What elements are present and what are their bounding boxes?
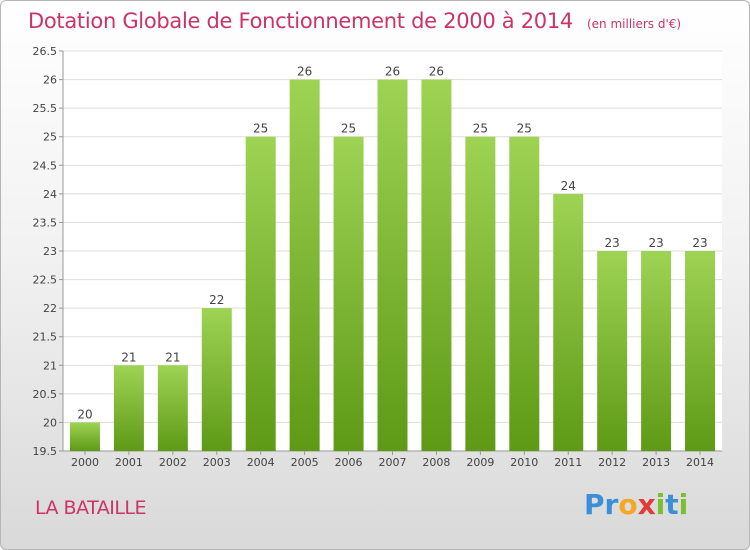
bar [641,251,672,451]
y-tick-label: 26.5 [33,45,58,58]
logo-letter: r [604,488,619,521]
bar [685,251,716,451]
bar [113,365,144,451]
bar-value-label: 21 [165,350,180,364]
bar-value-label: 23 [648,236,663,250]
bar-value-label: 26 [385,65,400,79]
bar-value-label: 24 [561,179,576,193]
bar [245,136,276,451]
proxiti-logo: Proxiti [584,488,688,521]
chart-title: Dotation Globale de Fonctionnement de 20… [28,9,681,33]
x-tick-label: 2007 [379,456,407,469]
logo-letter: o [618,488,638,521]
bar-value-label: 23 [692,236,707,250]
bar-value-label: 20 [77,407,92,421]
x-tick-label: 2010 [510,456,538,469]
y-tick-label: 22.5 [33,274,58,287]
x-tick-label: 2011 [554,456,582,469]
y-tick-label: 25.5 [33,102,58,115]
y-tick-label: 23 [43,245,57,258]
y-tick-label: 24.5 [33,159,58,172]
bar-value-label: 26 [297,65,312,79]
x-tick-label: 2002 [159,456,187,469]
bar-value-label: 26 [429,65,444,79]
bar [157,365,188,451]
bar-value-label: 22 [209,293,224,307]
commune-name: LA BATAILLE [35,497,147,519]
x-tick-label: 2008 [422,456,450,469]
bar-value-label: 25 [473,122,488,136]
x-tick-label: 2009 [466,456,494,469]
unit-label: (en milliers d'€) [586,17,682,31]
x-tick-label: 2001 [115,456,143,469]
bar [333,136,364,451]
title-text: Dotation Globale de Fonctionnement de 20… [28,9,573,33]
bar-value-label: 21 [121,350,136,364]
y-tick-label: 24 [43,188,57,201]
x-tick-label: 2000 [71,456,99,469]
bar [201,308,232,451]
x-tick-label: 2014 [686,456,714,469]
bar-value-label: 25 [253,122,268,136]
bar [597,251,628,451]
y-tick-label: 21 [43,359,57,372]
x-tick-label: 2012 [598,456,626,469]
y-tick-label: 22 [43,302,57,315]
logo-letter: i [655,488,666,521]
logo-letter: P [584,488,605,521]
bar-value-label: 25 [341,122,356,136]
bar [421,79,452,452]
bar-value-label: 23 [605,236,620,250]
x-tick-label: 2004 [247,456,275,469]
y-tick-label: 25 [43,131,57,144]
y-tick-label: 20.5 [33,388,58,401]
logo-letter: i [678,488,689,521]
bar [377,79,408,452]
y-tick-label: 26 [43,74,57,87]
bar [289,79,320,452]
bar [553,193,584,451]
bar [509,136,540,451]
bar [465,136,496,451]
x-tick-label: 2006 [335,456,363,469]
y-tick-label: 19.5 [33,445,58,458]
bar [69,422,100,451]
x-tick-label: 2003 [203,456,231,469]
logo-letter: x [637,488,656,521]
y-tick-label: 20 [43,416,57,429]
logo-letter: t [665,488,679,521]
y-tick-label: 23.5 [33,216,58,229]
x-tick-label: 2013 [642,456,670,469]
x-tick-label: 2005 [291,456,319,469]
y-tick-label: 21.5 [33,331,58,344]
bar-value-label: 25 [517,122,532,136]
